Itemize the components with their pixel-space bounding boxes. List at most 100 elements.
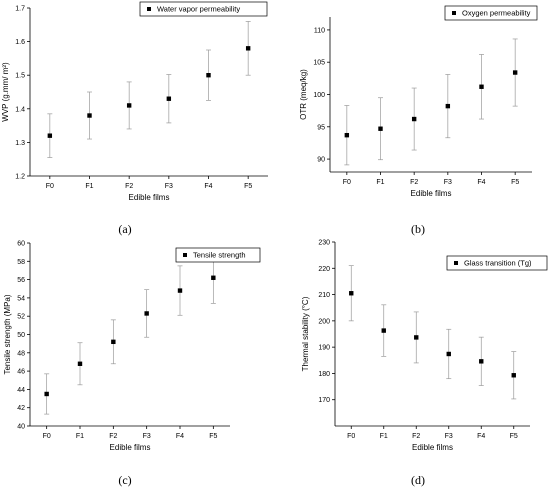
data-point: [411, 116, 417, 122]
y-axis-label: Tensile strength (MPa): [3, 294, 12, 374]
y-tick-label: 100: [313, 92, 325, 99]
data-point: [206, 73, 211, 78]
data-point: [87, 113, 92, 118]
y-tick-label: 170: [318, 397, 330, 404]
y-tick-label: 1.5: [15, 73, 25, 80]
data-point: [378, 126, 383, 131]
chart-panel-3: 40 42 44 46 48 50 52 54 56 58 60 F0 F1 F2 F3 F4 F5 Edible…: [3, 241, 261, 487]
panel-label: (b): [411, 222, 425, 236]
y-axis-label: Thermal stability (°C): [301, 296, 310, 371]
legend-marker: [147, 7, 151, 11]
x-tick-label: F0: [43, 433, 51, 440]
y-tick-label: 90: [317, 157, 325, 164]
data-point: [381, 328, 386, 333]
y-axis-label: WVP (g.mm/ m²): [1, 62, 10, 122]
y-tick-label: 1.4: [15, 106, 25, 113]
data-point: [47, 133, 53, 138]
x-tick-label: F0: [343, 179, 351, 186]
panel-label: (c): [118, 473, 131, 487]
x-tick-label: F5: [209, 433, 217, 440]
y-tick-label: 220: [318, 266, 330, 273]
y-tick-label: 54: [17, 295, 25, 302]
x-axis-label: Edible films: [129, 193, 170, 202]
legend-marker: [454, 261, 458, 265]
y-tick-label: 42: [17, 405, 25, 412]
x-tick-label: F2: [410, 179, 418, 186]
chart-panel-4: 170 180 190 200 210 220 230 F0 F1 F2 F3 F4 F5 Edible …: [301, 240, 548, 487]
data-point: [211, 275, 216, 280]
y-tick-label: 56: [17, 277, 25, 284]
data-point: [177, 288, 183, 293]
legend-label: Water vapor permeability: [157, 5, 240, 14]
x-tick-label: F4: [176, 433, 184, 440]
data-point: [445, 103, 451, 109]
legend-label: Tensile strength: [193, 251, 246, 260]
x-tick-label: F3: [165, 183, 173, 190]
legend-box: [444, 5, 538, 21]
x-axis-label: Edible films: [110, 443, 151, 452]
chart-panel-2: 90 95 100 105 110 F0 F1 F2 F3 F4 F5 Edible films OTR…: [299, 5, 538, 236]
data-point: [111, 339, 116, 345]
x-tick-label: F1: [85, 183, 93, 190]
legend-marker: [452, 11, 456, 15]
y-tick-label: 52: [17, 314, 25, 321]
y-tick-label: 180: [318, 371, 330, 378]
chart-panel-1: 1.2 1.3 1.4 1.5 1.6 1.7 F0 F1 F2 F3 F4 F5 Edible fil…: [1, 1, 268, 236]
panel-label: (d): [411, 473, 425, 487]
y-tick-label: 58: [17, 259, 25, 266]
x-tick-label: F4: [477, 433, 485, 440]
legend-label: Glass transition (Tg): [464, 259, 532, 268]
data-point: [166, 96, 172, 101]
y-tick-label: 46: [17, 369, 25, 376]
x-tick-label: F4: [477, 179, 485, 186]
x-axis-label: Edible films: [411, 189, 452, 198]
data-point: [511, 373, 516, 378]
legend-box: [139, 1, 268, 17]
data-point: [349, 291, 354, 296]
x-tick-label: F1: [76, 433, 84, 440]
data-point: [126, 103, 132, 108]
y-tick-label: 1.3: [15, 140, 25, 147]
legend-box: [175, 247, 261, 263]
data-point: [414, 335, 419, 340]
x-tick-label: F3: [444, 179, 452, 186]
x-tick-label: F3: [445, 433, 453, 440]
x-tick-label: F0: [347, 433, 355, 440]
x-tick-label: F5: [244, 183, 252, 190]
legend-box: [446, 255, 548, 271]
data-point: [245, 46, 251, 51]
x-tick-label: F5: [511, 179, 519, 186]
x-tick-label: F2: [109, 433, 117, 440]
y-tick-label: 40: [17, 424, 25, 431]
y-tick-label: 210: [318, 292, 330, 299]
data-point: [144, 311, 149, 316]
y-tick-label: 1.6: [15, 39, 25, 46]
y-tick-label: 190: [318, 345, 330, 352]
x-tick-label: F0: [46, 183, 54, 190]
x-tick-label: F5: [510, 433, 518, 440]
x-tick-label: F4: [204, 183, 212, 190]
y-tick-label: 230: [318, 240, 330, 247]
y-axis-label: OTR (meq/kg): [299, 69, 308, 120]
x-axis-label: Edible films: [412, 443, 453, 452]
x-tick-label: F1: [380, 433, 388, 440]
y-tick-label: 95: [317, 124, 325, 131]
y-tick-label: 60: [17, 241, 25, 248]
panel-label: (a): [118, 222, 131, 236]
legend-label: Oxygen permeability: [462, 9, 531, 18]
y-tick-label: 44: [17, 387, 25, 394]
x-tick-label: F3: [143, 433, 151, 440]
data-point: [77, 361, 83, 366]
data-point: [512, 70, 518, 75]
data-point: [479, 84, 484, 89]
y-tick-label: 105: [313, 60, 325, 67]
y-tick-label: 48: [17, 350, 25, 357]
y-tick-label: 200: [318, 318, 330, 325]
legend-marker: [183, 253, 187, 257]
y-tick-label: 110: [314, 27, 325, 34]
data-point: [479, 359, 484, 364]
y-tick-label: 50: [17, 332, 25, 339]
data-point: [44, 391, 49, 397]
y-tick-label: 1.2: [15, 174, 25, 181]
